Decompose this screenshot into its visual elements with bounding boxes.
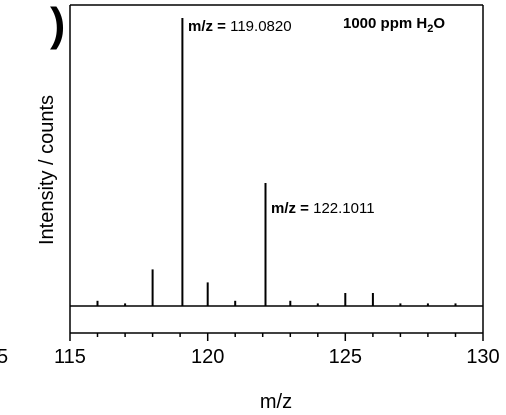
annotation-peak-119: m/z = 119.0820 [188, 18, 292, 35]
svg-text:m/z = 122.1011: m/z = 122.1011 [271, 200, 375, 217]
x-tick-label-130: 130 [466, 346, 499, 368]
panel-label-fragment: ) [50, 0, 65, 50]
x-ticks [69, 333, 484, 341]
x-tick-label-120: 120 [191, 346, 224, 368]
annotation-value: 122.1011 [313, 200, 374, 217]
y-axis-title: Intensity / counts [36, 95, 58, 245]
svg-text:m/z = 119.0820: m/z = 119.0820 [188, 18, 292, 35]
condition-text: 1000 ppm H [343, 15, 427, 32]
left-edge-fragment: 5 [0, 346, 8, 368]
condition-label: 1000 ppm H2O [343, 15, 445, 35]
x-tick-label-125: 125 [329, 346, 362, 368]
x-axis-title: m/z [260, 391, 292, 413]
annotation-label: m/z = [271, 200, 313, 217]
annotation-label: m/z = [188, 18, 230, 35]
condition-tail: O [433, 15, 445, 32]
annotation-peak-122: m/z = 122.1011 [271, 200, 375, 217]
condition-subscript: 2 [427, 23, 433, 35]
x-tick-labels: 115 120 125 130 [54, 346, 500, 368]
annotation-value: 119.0820 [230, 18, 291, 35]
x-tick-label-115: 115 [54, 346, 86, 368]
peaks [96, 18, 457, 306]
